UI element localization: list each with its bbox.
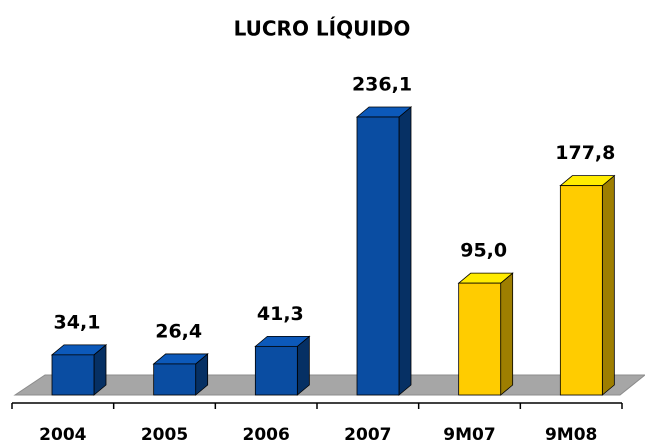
x-tick-label: 2006 <box>243 425 290 445</box>
value-label: 177,8 <box>555 142 615 164</box>
bar <box>153 363 197 396</box>
value-label: 34,1 <box>54 311 101 333</box>
bar <box>356 116 400 396</box>
x-tick-label: 2007 <box>344 425 391 445</box>
bar <box>254 345 298 396</box>
chart-title: LUCRO LÍQUIDO <box>234 17 411 41</box>
x-tick-label: 2004 <box>39 425 86 445</box>
bar-side <box>601 174 615 396</box>
floor <box>13 374 645 396</box>
bar <box>559 185 603 396</box>
bar <box>51 354 95 396</box>
bar-side <box>500 272 514 396</box>
bar-side <box>398 106 412 396</box>
value-label: 26,4 <box>155 320 202 342</box>
value-label: 41,3 <box>257 303 304 325</box>
x-tick-label: 2005 <box>141 425 188 445</box>
bar <box>458 282 502 396</box>
value-label: 236,1 <box>352 74 412 96</box>
x-tick-label: 9M07 <box>443 425 495 445</box>
value-label: 95,0 <box>460 240 507 262</box>
x-tick-label: 9M08 <box>545 425 597 445</box>
